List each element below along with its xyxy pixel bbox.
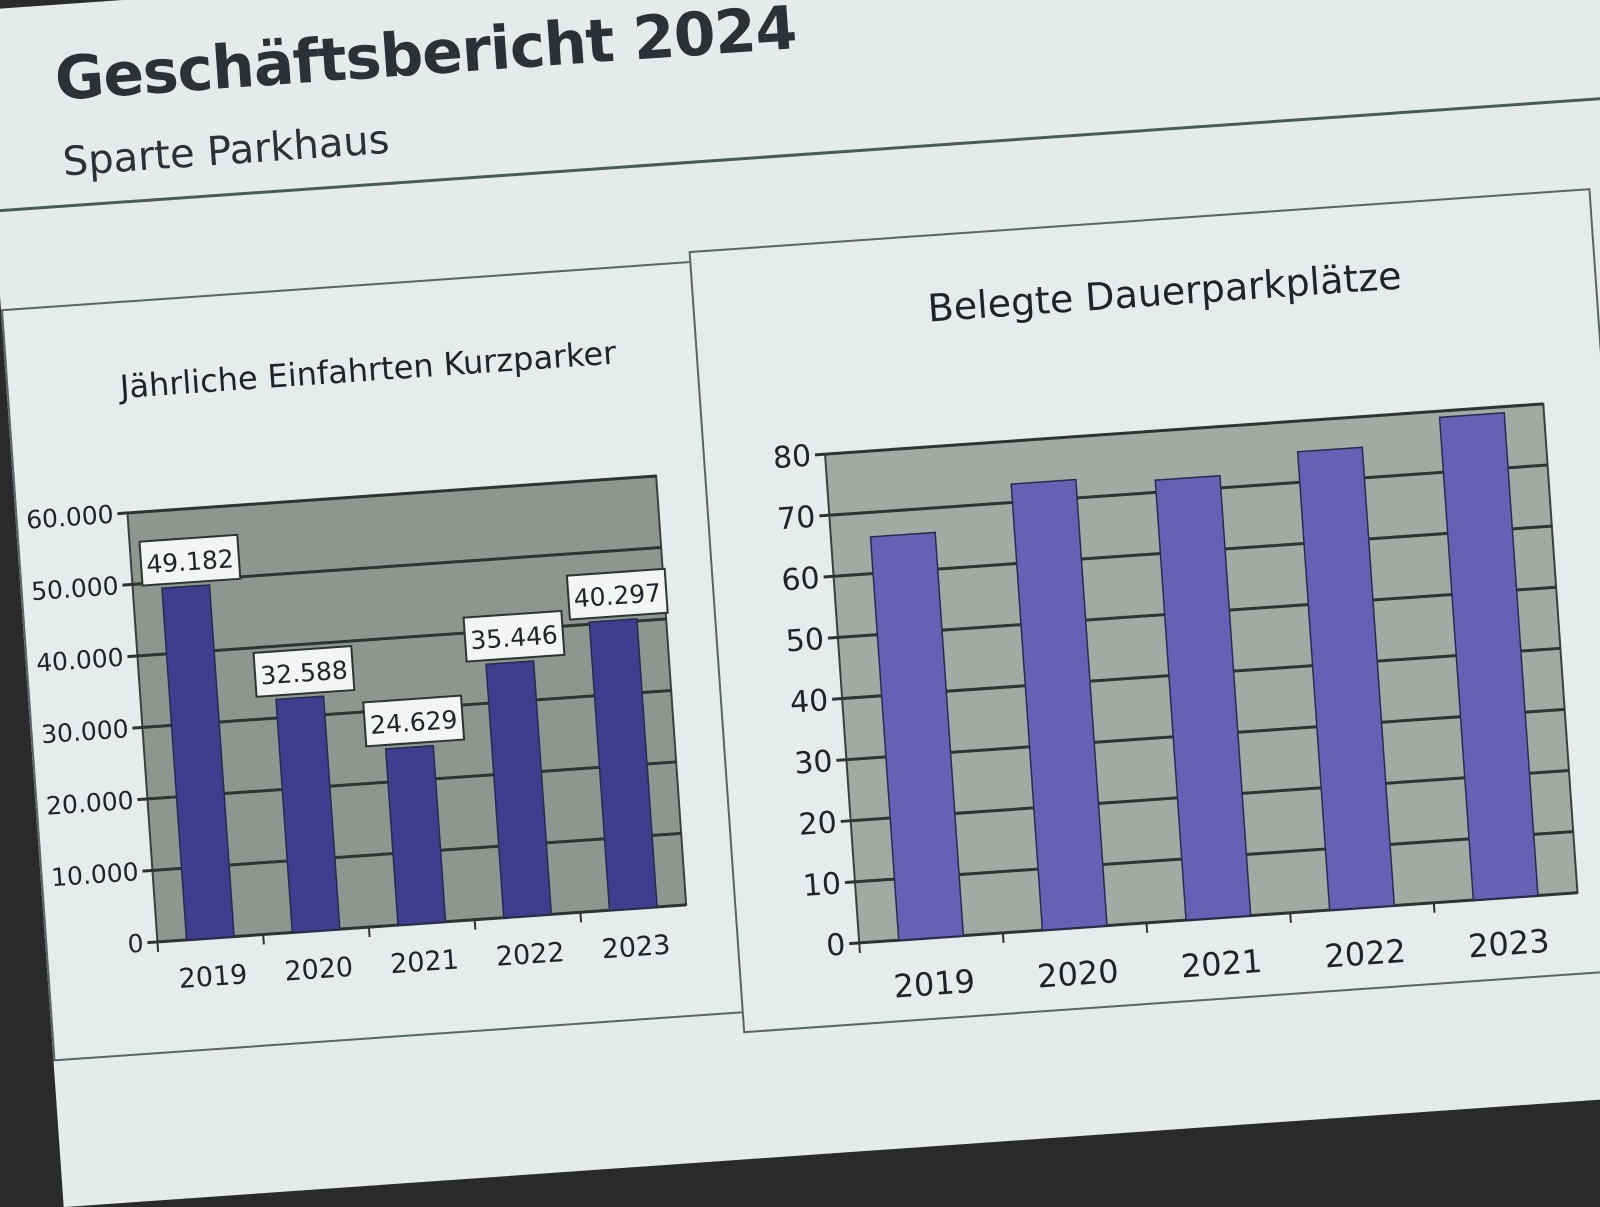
x-tick	[367, 927, 371, 938]
x-tick	[1001, 932, 1005, 943]
bar	[1438, 411, 1539, 901]
x-tick	[156, 941, 160, 952]
x-tick-label: 2022	[1323, 932, 1407, 976]
bar	[275, 695, 341, 934]
x-tick	[1289, 912, 1292, 923]
x-tick-label: 2021	[1180, 942, 1264, 986]
x-tick-label: 2019	[892, 962, 976, 1006]
y-tick-label: 60.000	[25, 500, 114, 535]
gridline	[117, 474, 657, 516]
gridline	[814, 402, 1544, 457]
data-label-box	[565, 567, 669, 621]
chart-kurzparker: Jährliche Einfahrten Kurzparker 0 10.000 2…	[25, 333, 688, 995]
chart-panel-dauerparker: Belegte Dauerparkplätze 0 10 20 30 40 50 60 70 8…	[688, 188, 1600, 1034]
chart-title: Jährliche Einfahrten Kurzparker	[117, 333, 619, 406]
bar	[485, 660, 553, 919]
y-tick-label: 60	[780, 561, 821, 599]
x-tick	[473, 919, 477, 930]
bar	[1154, 474, 1252, 921]
x-tick	[262, 934, 265, 945]
data-label: 49.182	[145, 544, 234, 579]
y-tick-label: 20.000	[45, 786, 134, 821]
bar	[161, 584, 235, 941]
y-tick-label: 30.000	[40, 714, 129, 749]
x-tick-label: 2021	[389, 944, 460, 980]
y-tick-label: 40.000	[35, 643, 124, 678]
y-tick-label: 40	[789, 683, 830, 721]
y-tick-label: 0	[127, 929, 145, 959]
chart-panel-kurzparker: Jährliche Einfahrten Kurzparker 0 10.000 2…	[0, 260, 756, 1062]
data-label-box	[462, 609, 566, 663]
x-tick	[1145, 922, 1149, 933]
x-tick	[1432, 902, 1436, 913]
gridline	[127, 617, 667, 659]
y-tick-label: 10	[802, 866, 843, 904]
y-tick-label: 50.000	[30, 571, 119, 606]
chart-title: Belegte Dauerparkplätze	[926, 254, 1403, 331]
x-tick-label: 2022	[495, 937, 566, 973]
chart-dauerparker: Belegte Dauerparkplätze 0 10 20 30 40 50 60 70 8…	[772, 254, 1579, 1006]
y-tick-label: 10.000	[50, 857, 139, 892]
x-tick	[579, 912, 583, 923]
data-label-box	[138, 533, 242, 587]
y-tick-label: 20	[797, 805, 838, 843]
data-label: 35.446	[469, 620, 558, 655]
x-tick-label: 2023	[1467, 922, 1551, 966]
x-tick-label: 2019	[178, 959, 249, 995]
data-label: 24.629	[369, 705, 458, 740]
y-tick-label: 70	[776, 500, 817, 538]
y-tick-label: 80	[772, 439, 813, 477]
x-tick-label: 2020	[283, 952, 354, 988]
slide-subtitle: Sparte Parkhaus	[61, 116, 391, 186]
data-label: 40.297	[573, 578, 662, 613]
data-label: 32.588	[259, 655, 348, 690]
bar	[1010, 478, 1108, 931]
bar	[384, 744, 447, 926]
x-tick-label: 2023	[601, 930, 672, 966]
y-tick-label: 0	[825, 927, 846, 963]
data-label-box	[252, 645, 356, 698]
bar	[588, 618, 658, 912]
y-tick-label: 50	[785, 622, 826, 660]
data-label-box	[362, 694, 466, 748]
x-tick	[858, 942, 861, 953]
bar	[1296, 446, 1396, 911]
bar	[869, 531, 965, 941]
x-tick-label: 2020	[1036, 952, 1120, 996]
slide-title: Geschäftsbericht 2024	[52, 0, 799, 115]
y-tick-label: 30	[793, 744, 834, 782]
